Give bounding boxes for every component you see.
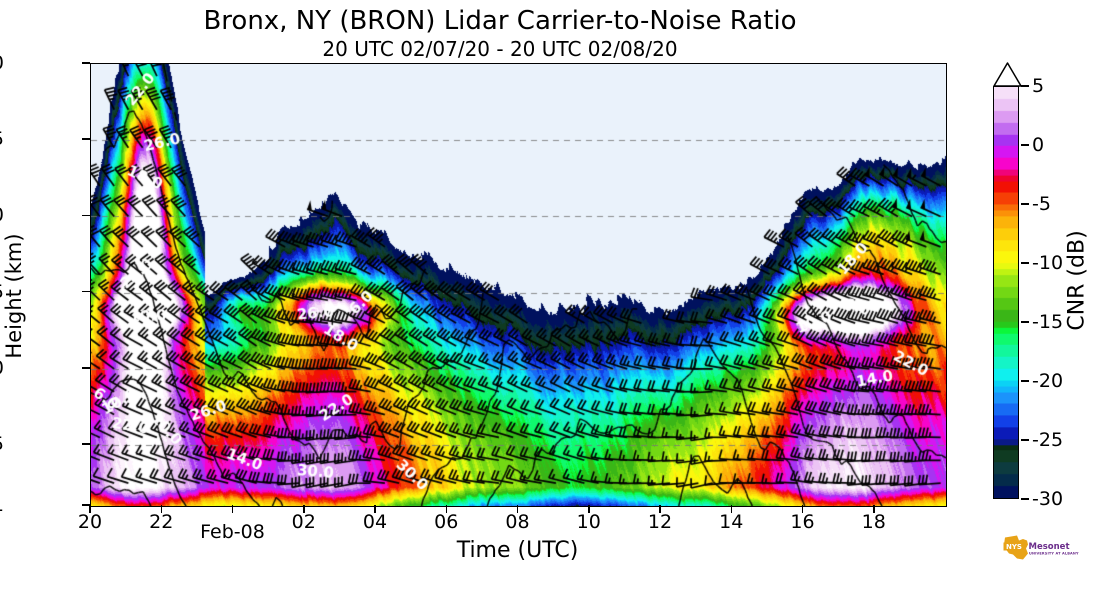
- y-tick-label: 3.0: [0, 52, 4, 74]
- colorbar: [993, 86, 1019, 499]
- chart-subtitle: 20 UTC 02/07/20 - 20 UTC 02/08/20: [322, 37, 678, 61]
- x-tick-mark: [588, 505, 590, 513]
- y-tick-mark: [82, 290, 90, 293]
- colorbar-label: CNR (dB): [1064, 230, 1090, 331]
- y-tick-mark: [82, 367, 90, 369]
- x-tick-mark: [516, 505, 519, 513]
- y-tick-label: 0.5: [0, 433, 4, 455]
- y-tick-mark: [82, 138, 90, 140]
- x-tick-label: 04: [362, 511, 388, 533]
- x-tick-label: 02: [291, 511, 316, 533]
- colorbar-gradient: [994, 87, 1018, 498]
- colorbar-tick-label: -20: [1032, 370, 1064, 392]
- y-tick-mark: [82, 443, 90, 445]
- x-tick-mark: [89, 505, 91, 513]
- x-tick-label: 10: [576, 511, 601, 533]
- x-tick-label: 16: [790, 511, 815, 533]
- y-tick-label: 1.0: [0, 357, 4, 379]
- nys-mesonet-logo: NYS Mesonet UNIVERSITY AT ALBANY: [1000, 524, 1090, 572]
- y-tick-label: 2.5: [0, 128, 4, 150]
- colorbar-extend-arrow: [993, 62, 1022, 87]
- logo-nys-text: NYS: [1006, 543, 1022, 551]
- logo-tagline-text: UNIVERSITY AT ALBANY: [1029, 552, 1079, 556]
- colorbar-tick-mark: [1021, 439, 1029, 441]
- x-tick-label: 12: [647, 511, 673, 533]
- colorbar-tick-label: -10: [1032, 252, 1064, 274]
- x-tick-label: 14: [719, 511, 744, 533]
- x-tick-label: 08: [505, 511, 530, 533]
- y-tick-label: 0.1: [0, 494, 4, 516]
- colorbar-tick-label: -30: [1032, 488, 1064, 510]
- y-tick-mark: [82, 214, 90, 217]
- colorbar-tick-mark: [1021, 203, 1029, 205]
- colorbar-tick-mark: [1021, 321, 1029, 323]
- x-tick-mark: [160, 505, 162, 513]
- x-tick-mark: [801, 505, 804, 513]
- colorbar-tick-mark: [1021, 262, 1029, 264]
- logo-brand-text: Mesonet: [1029, 542, 1070, 552]
- cnr-field-canvas: [91, 64, 946, 506]
- y-tick-mark: [82, 62, 90, 64]
- colorbar-tick-mark: [1021, 85, 1029, 87]
- colorbar-tick-label: 5: [1032, 75, 1045, 97]
- y-tick-label: 2.0: [0, 204, 4, 226]
- x-tick-label: 22: [149, 511, 174, 533]
- x-tick-label: Feb-08: [200, 521, 265, 543]
- colorbar-tick-mark: [1021, 380, 1029, 382]
- colorbar-tick-mark: [1021, 144, 1029, 146]
- colorbar-tick-label: 0: [1032, 134, 1045, 156]
- x-tick-mark: [445, 505, 447, 513]
- x-tick-mark: [730, 505, 732, 513]
- plot-area: [90, 63, 947, 507]
- colorbar-tick-label: -15: [1032, 311, 1064, 333]
- x-tick-label: 18: [861, 511, 886, 533]
- y-axis-label: Height (km): [2, 233, 26, 359]
- chart-title: Bronx, NY (BRON) Lidar Carrier-to-Noise …: [203, 6, 797, 36]
- x-tick-mark: [374, 505, 376, 513]
- colorbar-tick-label: -5: [1032, 193, 1051, 215]
- x-tick-mark: [659, 505, 661, 513]
- x-tick-mark: [873, 505, 875, 513]
- colorbar-tick-mark: [1021, 498, 1029, 500]
- x-tick-label: 06: [434, 511, 459, 533]
- colorbar-tick-label: -25: [1032, 429, 1064, 451]
- x-tick-mark: [303, 505, 305, 513]
- y-tick-label: 1.5: [0, 281, 4, 303]
- y-tick-mark: [82, 504, 90, 506]
- x-axis-label: Time (UTC): [456, 538, 579, 563]
- x-tick-mark: [231, 505, 234, 513]
- x-tick-label: 20: [77, 511, 103, 533]
